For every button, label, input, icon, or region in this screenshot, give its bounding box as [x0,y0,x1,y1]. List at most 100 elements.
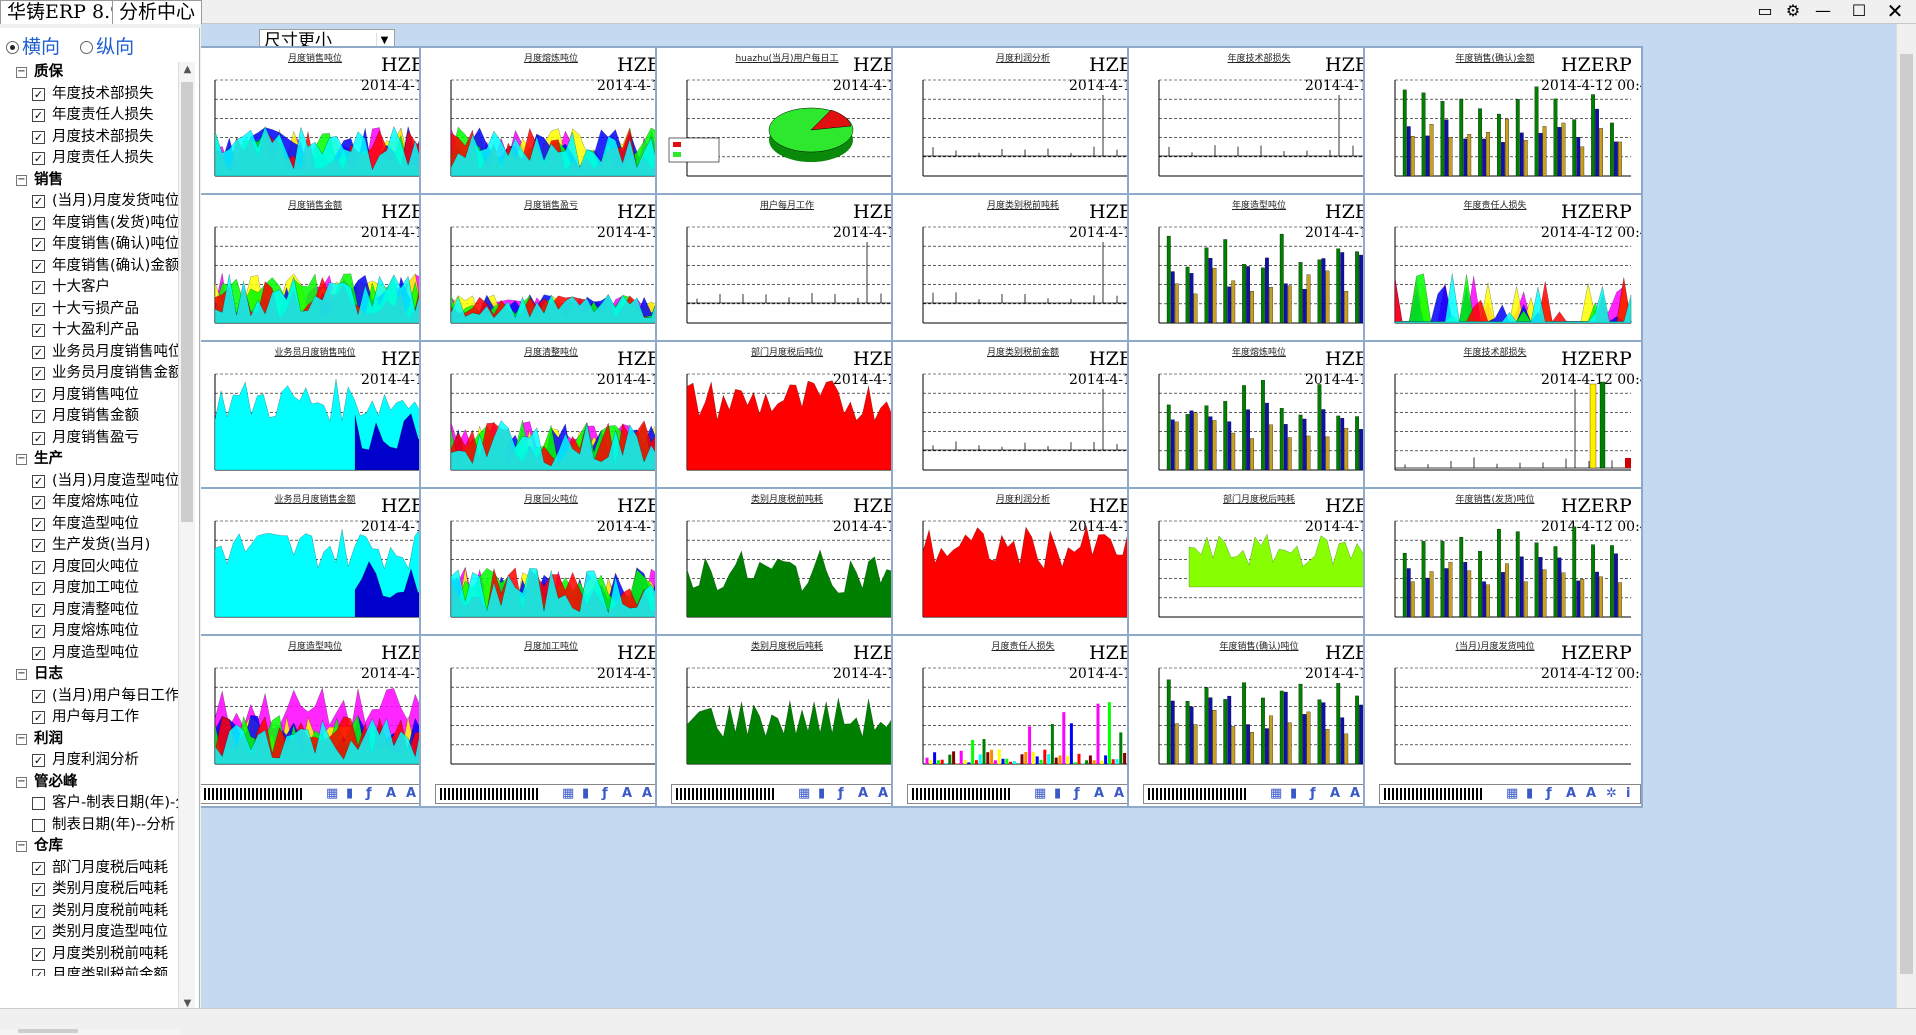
tree-item[interactable]: ✓ 十大亏损产品 [0,299,178,321]
checkbox-icon[interactable]: ✓ [32,969,45,976]
tree-item[interactable]: ✓ 业务员月度销售吨位 [0,342,178,364]
tree-item[interactable]: ✓ (当月)月度造型吨位 [0,471,178,493]
tree-item[interactable]: ✓ 月度利润分析 [0,750,178,772]
tree-group[interactable]: − 仓库 [0,836,178,858]
chart-type-icon[interactable]: ▦ [562,786,575,801]
main-vertical-scrollbar[interactable] [1896,24,1916,1008]
chart-type-icon[interactable]: ▦ [326,786,339,801]
maximize-icon[interactable]: ☐ [1851,1,1867,20]
formula-icon[interactable]: ƒ [1074,786,1080,801]
checkbox-icon[interactable]: ✓ [32,582,45,595]
checkbox-icon[interactable]: ✓ [32,302,45,316]
tree-group[interactable]: − 生产 [0,449,178,471]
formula-icon[interactable]: ƒ [838,786,844,801]
font-down-icon[interactable]: A [878,786,889,801]
tree-item[interactable]: ✓ 年度责任人损失 [0,105,178,127]
tree-item[interactable]: ✓ 月度加工吨位 [0,578,178,600]
tree-vertical-scrollbar[interactable]: ▲ ▼ [178,62,195,1012]
formula-icon[interactable]: ƒ [1310,786,1316,801]
font-down-icon[interactable]: A [642,786,653,801]
zoom-icon[interactable]: ✲ [1606,786,1617,801]
tree-item[interactable]: ✓ 月度销售金额 [0,406,178,428]
tree-item[interactable]: ✓ 月度清整吨位 [0,600,178,622]
formula-icon[interactable]: ƒ [602,786,608,801]
formula-icon[interactable]: ƒ [1546,786,1552,801]
vertical-radio[interactable]: 纵向 [80,36,134,58]
checkbox-icon[interactable]: ✓ [32,216,45,230]
font-up-icon[interactable]: A [1566,786,1577,801]
collapse-icon[interactable]: − [16,66,27,78]
checkbox-icon[interactable]: ✓ [32,367,45,380]
tree-group[interactable]: − 利润 [0,729,178,751]
checkbox-icon[interactable]: ✓ [32,625,45,638]
checkbox-icon[interactable]: ✓ [32,517,45,531]
chart-type-icon[interactable]: ▦ [798,786,811,801]
tree-item[interactable]: ✓ 月度造型吨位 [0,643,178,665]
font-down-icon[interactable]: A [1586,786,1597,801]
checkbox-icon[interactable]: ✓ [32,496,45,509]
checkbox-icon[interactable]: ✓ [32,281,45,294]
app-title-tab[interactable]: 华铸ERP 8.9 [0,0,130,24]
bar-chart-icon[interactable]: ▮ [1290,786,1298,801]
chart-type-icon[interactable]: ▦ [1270,786,1283,801]
tree-item[interactable]: 客户-制表日期(年)-分析 [0,793,178,815]
tree-item[interactable]: ✓ 月度销售盈亏 [0,428,178,450]
tree-item[interactable]: ✓ 十大客户 [0,277,178,299]
tree-item[interactable]: ✓ 用户每月工作 [0,707,178,729]
collapse-icon[interactable]: − [16,668,27,680]
tree-item[interactable]: ✓ 月度技术部损失 [0,127,178,149]
scroll-thumb[interactable] [1900,54,1913,974]
checkbox-icon[interactable]: ✓ [32,324,45,337]
scroll-down-icon[interactable]: ▼ [183,998,192,1009]
checkbox-icon[interactable]: ✓ [32,560,45,574]
font-up-icon[interactable]: A [622,786,633,801]
chart-type-icon[interactable]: ▦ [1506,786,1519,801]
settings-gear-icon[interactable]: ⚙ [1785,1,1801,20]
tree-item[interactable]: ✓ 类别月度造型吨位 [0,922,178,944]
tree-item[interactable]: ✓ 月度责任人损失 [0,148,178,170]
font-down-icon[interactable]: A [1114,786,1125,801]
checkbox-icon[interactable]: ✓ [32,883,45,896]
tree-item[interactable]: ✓ 生产发货(当月) [0,535,178,557]
tree-group[interactable]: − 日志 [0,664,178,686]
tree-item[interactable]: ✓ 年度熔炼吨位 [0,492,178,514]
collapse-icon[interactable]: − [16,453,27,465]
tree-group[interactable]: − 管必峰 [0,772,178,794]
analysis-center-tab[interactable]: 分析中心 [112,0,203,24]
tree-item[interactable]: ✓ 十大盈利产品 [0,320,178,342]
checkbox-icon[interactable]: ✓ [32,904,45,918]
checkbox-icon[interactable]: ✓ [32,646,45,660]
font-up-icon[interactable]: A [858,786,869,801]
checkbox-icon[interactable] [32,797,45,810]
checkbox-icon[interactable]: ✓ [32,388,45,402]
checkbox-icon[interactable]: ✓ [32,345,45,359]
font-up-icon[interactable]: A [386,786,397,801]
checkbox-icon[interactable]: ✓ [32,87,45,101]
checkbox-icon[interactable]: ✓ [32,195,45,208]
checkbox-icon[interactable]: ✓ [32,130,45,144]
chart-type-icon[interactable]: ▦ [1034,786,1047,801]
collapse-icon[interactable]: − [16,775,27,788]
font-down-icon[interactable]: A [1350,786,1361,801]
collapse-icon[interactable]: − [16,173,27,186]
horizontal-radio[interactable]: 横向 [6,36,60,58]
close-icon[interactable]: ✕ [1886,0,1904,23]
minimize-icon[interactable]: — [1815,1,1831,20]
tree-item[interactable]: ✓ 业务员月度销售金额 [0,363,178,385]
tree-item[interactable]: ✓ 年度造型吨位 [0,514,178,536]
formula-icon[interactable]: ƒ [366,786,372,801]
checkbox-icon[interactable]: ✓ [32,754,45,767]
font-up-icon[interactable]: A [1094,786,1105,801]
tree-item[interactable]: ✓ 月度类别税前金额 [0,965,178,976]
tree-item[interactable]: ✓ 年度销售(确认)吨位 [0,234,178,256]
checkbox-icon[interactable]: ✓ [32,861,45,875]
checkbox-icon[interactable]: ✓ [32,689,45,703]
font-up-icon[interactable]: A [1330,786,1341,801]
tree-group[interactable]: − 销售 [0,170,178,192]
